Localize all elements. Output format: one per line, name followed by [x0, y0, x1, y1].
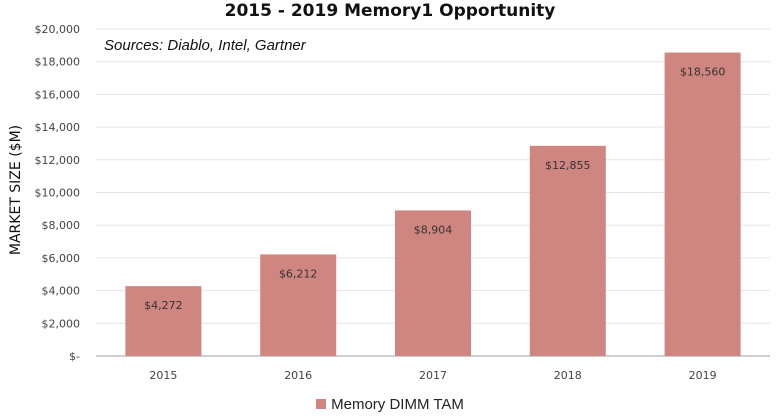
y-tick-label: $8,000	[42, 219, 81, 232]
data-label: $18,560	[680, 66, 726, 79]
y-tick-label: $4,000	[42, 285, 81, 298]
legend: Memory DIMM TAM	[0, 396, 780, 413]
y-tick-label: $18,000	[35, 56, 81, 69]
chart-title: 2015 - 2019 Memory1 Opportunity	[224, 1, 556, 21]
y-tick-label: $20,000	[35, 23, 81, 36]
data-label: $12,855	[545, 159, 591, 172]
sources-annotation: Sources: Diablo, Intel, Gartner	[104, 37, 306, 54]
x-tick-label: 2019	[689, 369, 717, 382]
bar	[395, 210, 471, 356]
bar	[260, 254, 337, 356]
x-tick-label: 2017	[419, 369, 447, 382]
y-tick-label: $6,000	[42, 252, 81, 265]
x-tick-label: 2015	[149, 369, 177, 382]
bar	[125, 286, 202, 356]
y-tick-label: $10,000	[35, 187, 81, 200]
x-tick-label: 2016	[284, 369, 312, 382]
y-tick-label: $-	[69, 350, 80, 363]
y-tick-label: $16,000	[35, 88, 81, 101]
data-label: $6,212	[279, 267, 318, 280]
y-tick-label: $2,000	[42, 317, 81, 330]
x-tick-label: 2018	[554, 369, 582, 382]
data-label: $8,904	[414, 223, 453, 236]
bar	[664, 52, 741, 356]
bar	[529, 145, 606, 356]
legend-label: Memory DIMM TAM	[331, 396, 464, 413]
y-tick-label: $12,000	[35, 154, 81, 167]
legend-swatch	[316, 399, 327, 409]
data-label: $4,272	[144, 299, 183, 312]
y-tick-label: $14,000	[35, 121, 81, 134]
